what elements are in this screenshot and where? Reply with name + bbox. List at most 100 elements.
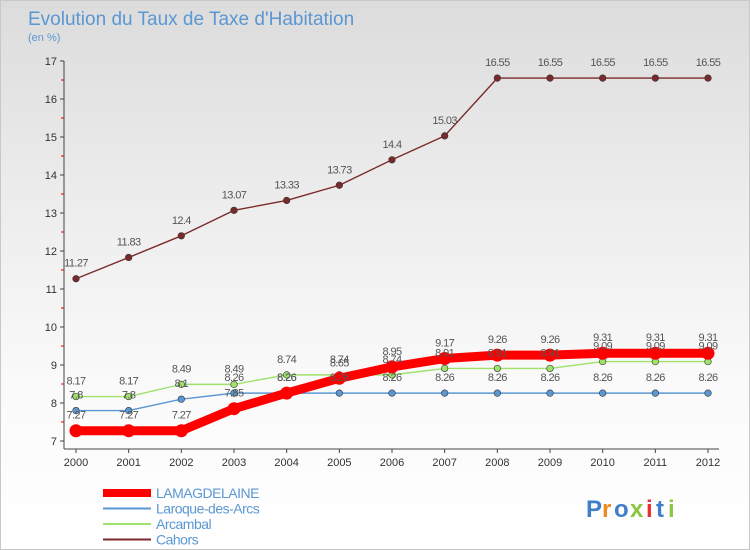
data-label: 15.03 <box>432 115 457 127</box>
chart-subtitle: (en %) <box>28 32 60 44</box>
data-point <box>648 346 662 360</box>
data-point <box>441 364 449 373</box>
logo-letter: i <box>668 496 676 523</box>
data-label: 13.07 <box>222 189 247 201</box>
series-layer <box>69 74 715 438</box>
data-label: 16.55 <box>590 57 615 69</box>
data-point <box>438 352 452 366</box>
data-label: 8.26 <box>540 372 559 384</box>
logo-letter: P <box>586 496 603 523</box>
data-point <box>177 395 185 403</box>
legend-label: Arcambal <box>156 516 212 532</box>
data-point <box>69 424 83 438</box>
data-label: 11.27 <box>64 258 88 270</box>
data-label: 16.55 <box>696 57 721 69</box>
x-tick-label: 2007 <box>432 457 456 469</box>
data-point <box>493 74 501 82</box>
logo-letter: x <box>630 496 644 523</box>
x-tick-label: 2012 <box>696 457 720 469</box>
data-point <box>125 392 133 401</box>
y-tick-label: 11 <box>46 284 57 296</box>
x-tick-label: 2000 <box>64 457 88 469</box>
y-tick-label: 16 <box>45 94 57 106</box>
data-point <box>388 389 396 397</box>
y-tick-label: 8 <box>51 398 57 410</box>
data-point <box>493 364 501 373</box>
data-label: 8.26 <box>382 372 401 384</box>
data-point <box>385 360 399 374</box>
data-label: 9.31 <box>646 332 665 344</box>
data-point <box>72 275 80 283</box>
y-tick-label: 13 <box>45 208 57 220</box>
data-label: 16.55 <box>643 57 668 69</box>
logo-letter: t <box>656 496 665 523</box>
y-tick-label: 10 <box>45 322 57 334</box>
data-label: 8.26 <box>698 372 717 384</box>
legend-label: Laroque-des-Arcs <box>156 501 260 517</box>
data-label: 9.26 <box>540 334 559 346</box>
data-point <box>125 253 133 262</box>
data-point <box>177 380 185 388</box>
y-tick-label: 15 <box>45 132 57 144</box>
series-line-cahors <box>75 77 709 280</box>
data-point <box>441 132 449 140</box>
data-point <box>230 206 238 214</box>
data-label: 7.8 <box>69 390 83 402</box>
data-label: 8.65 <box>330 357 349 369</box>
data-label: 8.91 <box>540 347 559 359</box>
data-point <box>493 389 501 397</box>
data-label: 7.27 <box>66 410 85 422</box>
data-label: 8.26 <box>277 372 296 384</box>
logo-letter: i <box>646 496 654 523</box>
data-label: 7.8 <box>122 390 136 402</box>
legend-label: LAMAGDELAINE <box>156 485 259 501</box>
data-label: 8.26 <box>224 372 243 384</box>
data-label: 9.31 <box>593 332 612 344</box>
data-labels: 7.27 7.27 7.27 7.85 8.26 8.65 8.95 9.17 9.26 9.26… <box>64 57 721 422</box>
data-label: 8.49 <box>172 363 191 375</box>
data-label: 8.26 <box>277 372 296 384</box>
data-label: 7.27 <box>172 410 191 422</box>
data-point <box>122 424 136 438</box>
data-point <box>177 232 185 240</box>
data-point <box>599 74 607 82</box>
x-tick-label: 2011 <box>644 457 668 469</box>
x-tick-label: 2005 <box>327 457 351 469</box>
axes: 7 8 9 10 11 12 13 14 15 16 17 2000 2001 2002 2003 2004 2… <box>45 56 720 469</box>
data-label: 11.83 <box>117 236 141 248</box>
y-tick-label: 9 <box>51 360 57 372</box>
data-point <box>651 389 659 397</box>
x-tick-label: 2010 <box>590 457 614 469</box>
x-tick-label: 2002 <box>169 457 193 469</box>
data-label: 13.73 <box>327 164 352 176</box>
y-tick-label: 7 <box>51 436 57 448</box>
logo-letter: r <box>602 496 612 523</box>
data-point <box>599 389 607 397</box>
data-label: 8.1 <box>175 378 189 390</box>
data-label: 8.95 <box>382 346 401 358</box>
data-point <box>546 364 554 373</box>
data-point <box>335 389 343 397</box>
data-point <box>125 407 133 415</box>
data-point <box>543 348 557 362</box>
data-point <box>283 196 291 205</box>
data-point <box>72 392 80 401</box>
data-label: 8.91 <box>435 347 454 359</box>
data-label: 14.4 <box>382 139 401 151</box>
data-label: 9.17 <box>435 338 454 350</box>
data-point <box>332 371 346 385</box>
x-tick-label: 2008 <box>485 457 509 469</box>
data-point <box>174 424 188 438</box>
data-point <box>546 74 554 82</box>
data-point <box>283 371 291 379</box>
data-label: 8.74 <box>330 354 349 366</box>
data-label: 7.85 <box>224 388 243 400</box>
data-label: 9.26 <box>488 334 507 346</box>
data-label: 8.17 <box>66 376 85 388</box>
logo-letter: o <box>614 496 630 523</box>
data-point <box>490 348 504 362</box>
data-label: 8.26 <box>435 372 454 384</box>
data-point <box>280 386 294 400</box>
data-point <box>546 389 554 397</box>
data-label: 8.26 <box>593 372 612 384</box>
